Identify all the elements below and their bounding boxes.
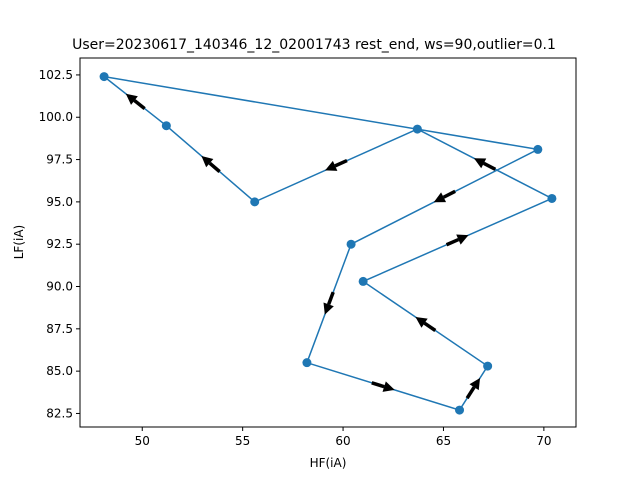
data-point bbox=[250, 197, 260, 207]
arrow-shaft bbox=[208, 161, 221, 173]
plot-frame bbox=[79, 57, 577, 428]
arrow-shaft bbox=[465, 386, 476, 400]
data-point bbox=[455, 405, 465, 415]
arrow-head bbox=[456, 234, 469, 245]
x-axis-label: HF(iA) bbox=[310, 456, 347, 470]
x-tick-label: 50 bbox=[135, 434, 150, 448]
arrow-shaft bbox=[482, 161, 497, 171]
y-tick-label: 87.5 bbox=[46, 322, 73, 336]
data-point bbox=[161, 121, 171, 131]
direction-arrow bbox=[371, 381, 395, 392]
y-tick-label: 97.5 bbox=[46, 153, 73, 167]
arrow-shaft bbox=[423, 321, 437, 332]
arrow-head bbox=[433, 192, 447, 203]
direction-arrow bbox=[445, 234, 469, 247]
data-point bbox=[533, 144, 543, 154]
arrow-head bbox=[201, 155, 214, 168]
direction-arrow bbox=[323, 291, 335, 315]
arrow-head bbox=[469, 377, 481, 391]
direction-arrow bbox=[125, 93, 146, 110]
arrow-shaft bbox=[133, 99, 146, 110]
series-points bbox=[99, 72, 557, 415]
chart-title: User=20230617_140346_12_02001743 rest_en… bbox=[72, 37, 556, 53]
data-point bbox=[346, 239, 356, 249]
arrow-shaft bbox=[334, 158, 348, 168]
data-point bbox=[302, 358, 312, 368]
arrow-head bbox=[325, 160, 338, 171]
y-tick-label: 92.5 bbox=[46, 237, 73, 251]
data-point bbox=[483, 361, 493, 371]
y-tick-label: 90.0 bbox=[46, 280, 73, 294]
direction-arrow bbox=[473, 158, 497, 171]
arrow-shaft bbox=[327, 291, 335, 305]
x-tick-label: 60 bbox=[335, 434, 350, 448]
y-axis-label: LF(iA) bbox=[12, 225, 26, 260]
arrow-head bbox=[382, 381, 395, 392]
arrow-head bbox=[473, 158, 487, 169]
arrow-head bbox=[125, 93, 138, 105]
data-point bbox=[412, 124, 422, 134]
plot-area bbox=[80, 58, 576, 427]
y-tick-label: 100.0 bbox=[39, 110, 73, 124]
arrow-head bbox=[323, 302, 334, 315]
direction-arrow bbox=[415, 317, 437, 332]
direction-arrows bbox=[125, 93, 497, 400]
data-point bbox=[358, 276, 368, 286]
x-axis: 50 55 60 65 70 bbox=[135, 427, 552, 448]
arrow-head bbox=[415, 317, 428, 328]
y-tick-label: 95.0 bbox=[46, 195, 73, 209]
arrow-shaft bbox=[371, 381, 385, 389]
x-tick-label: 55 bbox=[235, 434, 250, 448]
y-tick-label: 102.5 bbox=[39, 68, 73, 82]
arrow-shaft bbox=[442, 189, 456, 199]
direction-arrow bbox=[433, 189, 456, 203]
y-axis: 82.5 85.0 87.5 90.0 92.5 95.0 97.5 100.0 102.5 bbox=[39, 68, 80, 420]
y-tick-label: 85.0 bbox=[46, 364, 73, 378]
arrow-shaft bbox=[445, 237, 460, 247]
data-point bbox=[99, 72, 109, 82]
x-tick-label: 70 bbox=[536, 434, 551, 448]
direction-arrow bbox=[201, 155, 221, 173]
data-point bbox=[547, 193, 557, 203]
x-tick-label: 65 bbox=[436, 434, 451, 448]
direction-arrow bbox=[325, 158, 348, 171]
direction-arrow bbox=[465, 377, 481, 400]
y-tick-label: 82.5 bbox=[46, 406, 73, 420]
